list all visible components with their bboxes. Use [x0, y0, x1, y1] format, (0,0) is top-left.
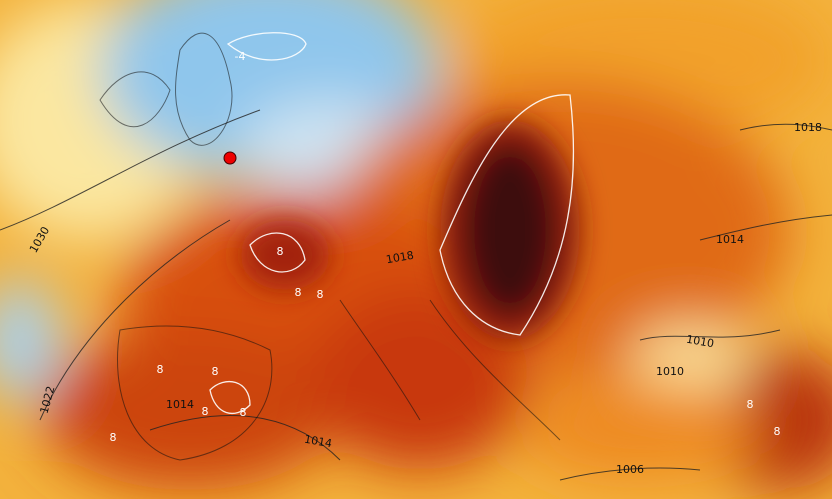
isobar-label: 1014 [716, 233, 744, 246]
coastlines [99, 32, 561, 461]
isotherm-label: 8 [277, 245, 284, 258]
isotherm-label: 8 [240, 406, 247, 419]
isobar-label: 1010 [656, 365, 684, 378]
isobars [0, 109, 832, 481]
location-marker [223, 151, 237, 165]
isotherms [209, 32, 575, 414]
isobar-label: 1006 [616, 463, 644, 476]
isotherm-label: 8 [212, 365, 219, 378]
isotherm-label: 8 [295, 286, 302, 299]
isotherm-label: -4 [235, 50, 246, 63]
isobar-label: 1018 [794, 121, 822, 134]
isotherm-label: 8 [202, 405, 209, 418]
isotherm-label: 8 [747, 398, 754, 411]
isobar-label: 1014 [303, 433, 333, 451]
isotherm-label: 8 [317, 288, 324, 301]
isobar-label: 1018 [385, 249, 415, 267]
isotherm-label: 8 [774, 425, 781, 438]
isobar-label: 1010 [685, 333, 715, 351]
isotherm-label: 8 [157, 363, 164, 376]
isobar-label: 1014 [166, 398, 194, 411]
isotherm-label: 8 [110, 431, 117, 444]
